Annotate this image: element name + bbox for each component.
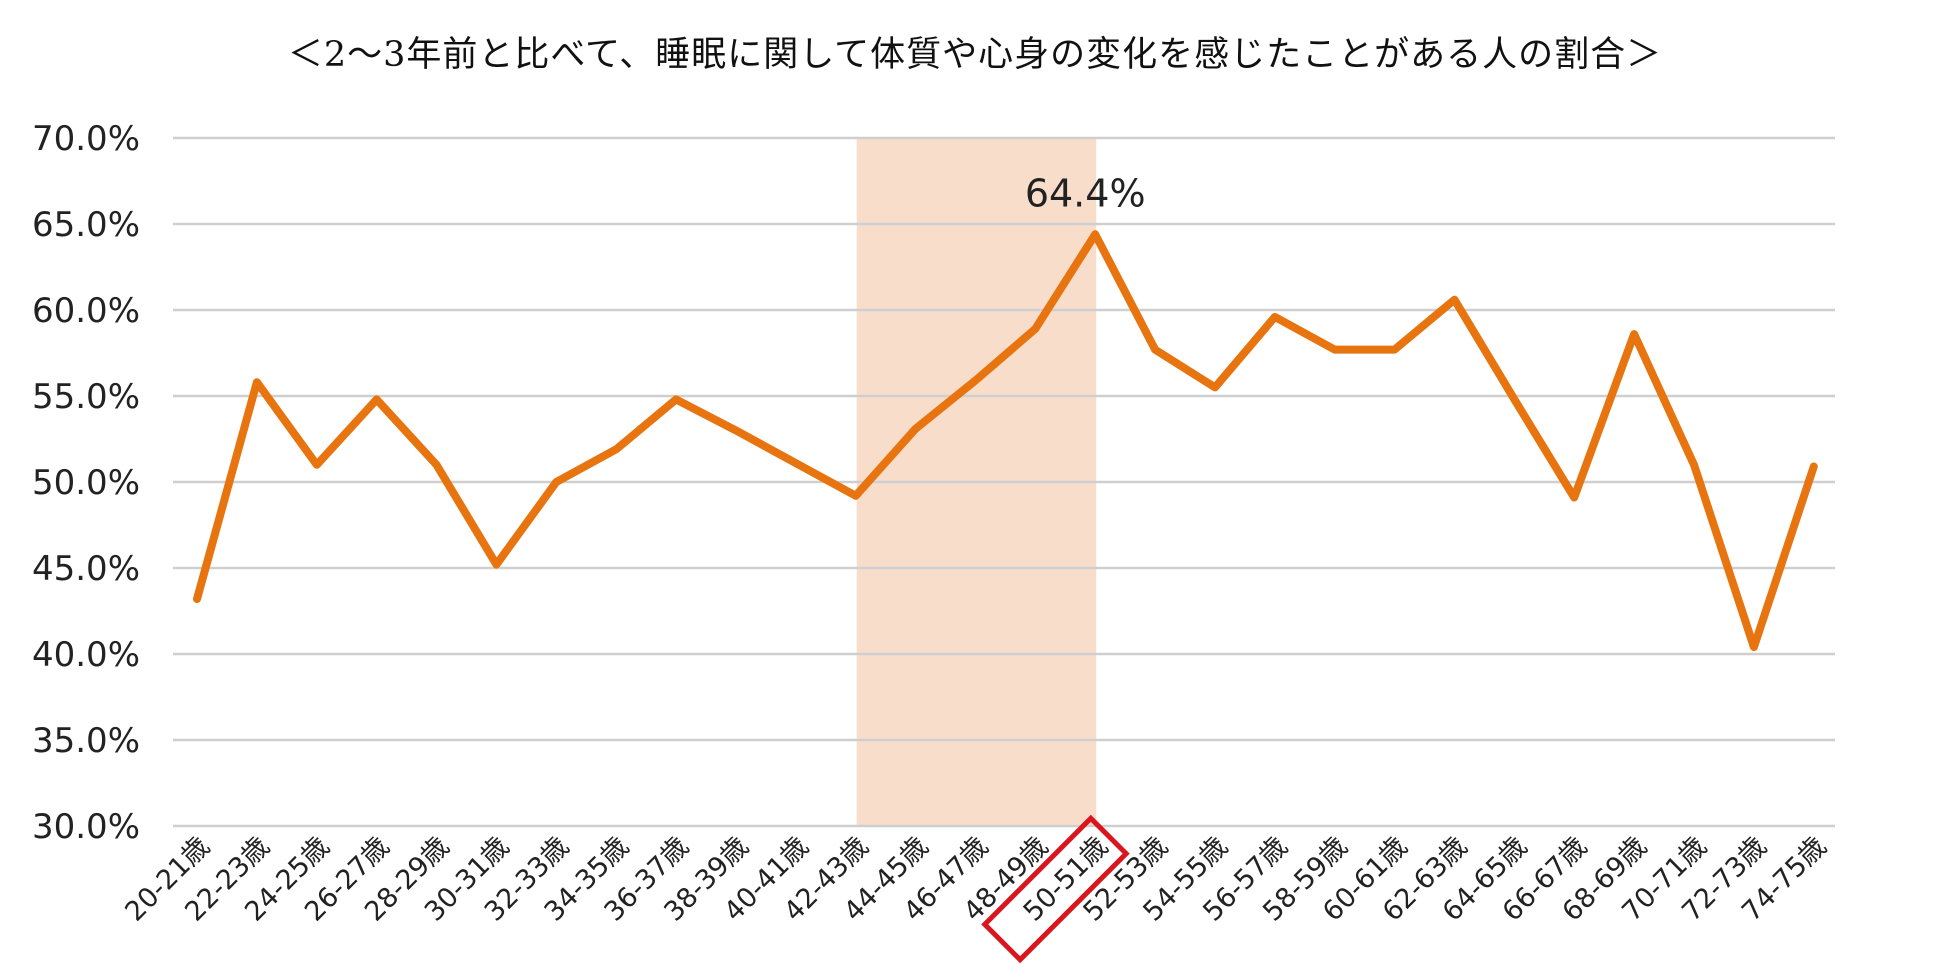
series-layer: [193, 230, 1818, 652]
y-tick-label: 30.0%: [32, 807, 140, 847]
data-point: [1513, 398, 1516, 401]
y-tick-label: 70.0%: [32, 119, 140, 159]
data-point: [1812, 465, 1815, 468]
data-point: [1034, 327, 1037, 330]
data-point: [1752, 646, 1755, 649]
data-point: [1453, 298, 1456, 301]
data-point: [435, 463, 438, 466]
y-axis-ticks: 30.0% 35.0% 40.0% 45.0% 50.0% 55.0% 60.0% 65.0%…: [32, 119, 140, 847]
data-point: [734, 429, 737, 432]
y-tick-label: 55.0%: [32, 377, 140, 417]
data-point: [794, 462, 797, 465]
data-point: [1573, 496, 1576, 499]
annotations: 64.4%: [1025, 171, 1146, 215]
y-tick-label: 60.0%: [32, 291, 140, 331]
data-point: [1213, 386, 1216, 389]
data-point: [495, 563, 498, 566]
data-point: [615, 448, 618, 451]
data-point: [1693, 463, 1695, 466]
y-tick-label: 40.0%: [32, 635, 140, 675]
data-point: [555, 481, 558, 483]
series-line: [193, 230, 1818, 652]
data-point: [255, 381, 258, 384]
data-point: [914, 427, 917, 430]
data-point: [675, 398, 678, 401]
data-point: [1633, 333, 1636, 336]
data-point: [196, 597, 198, 600]
highlight-label-box: [981, 814, 1130, 964]
y-tick-label: 45.0%: [32, 549, 140, 589]
data-point: [1273, 315, 1276, 318]
data-point: [1393, 348, 1396, 351]
data-point: [315, 463, 318, 466]
y-tick-label: 65.0%: [32, 205, 140, 245]
data-point: [1094, 233, 1097, 236]
y-tick-label: 50.0%: [32, 463, 140, 503]
data-point: [974, 379, 977, 382]
y-tick-label: 35.0%: [32, 721, 140, 761]
peak-data-label: 64.4%: [1025, 171, 1146, 215]
data-point: [1333, 348, 1336, 351]
x-axis-ticks: 20-21歳22-23歳24-25歳26-27歳28-29歳30-31歳32-3…: [119, 814, 1833, 964]
data-point: [854, 494, 857, 497]
data-point: [1154, 348, 1157, 351]
chart-title: ＜2～3年前と比べて、睡眠に関して体質や心身の変化を感じたことがある人の割合＞: [287, 35, 1663, 75]
data-point: [375, 398, 378, 401]
